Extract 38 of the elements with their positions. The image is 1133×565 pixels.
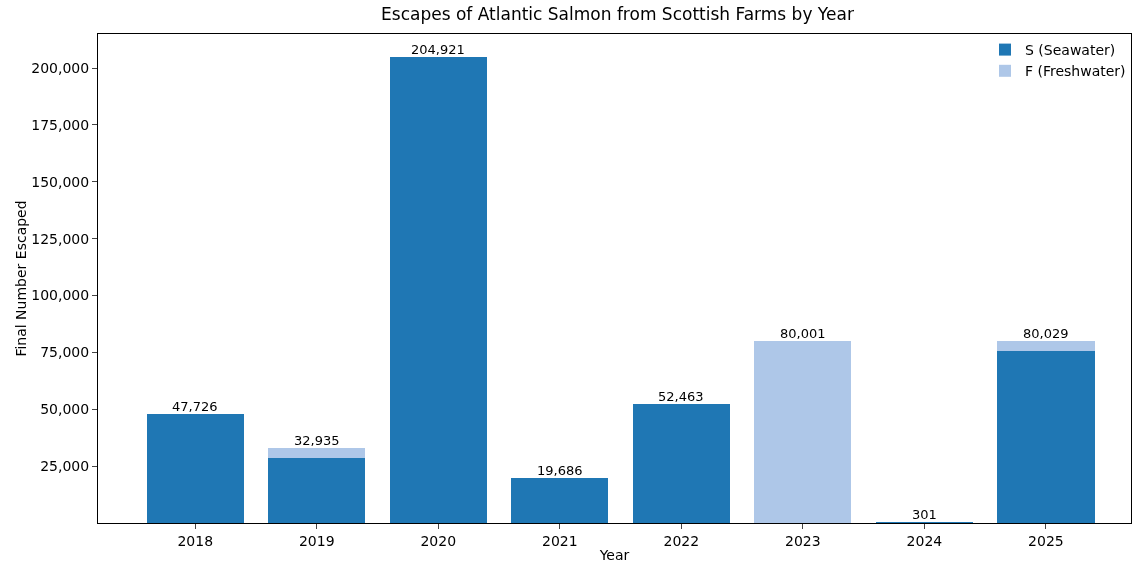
total-label: 80,029 [1023, 326, 1069, 341]
y-tick-label: 50,000 [40, 401, 90, 418]
total-label: 80,001 [780, 326, 826, 341]
x-axis-title: Year [598, 547, 630, 564]
x-tick-label: 2019 [298, 532, 335, 549]
y-tick-label: 175,000 [31, 116, 90, 133]
total-label: 204,921 [411, 42, 465, 57]
y-tick-label: 75,000 [40, 344, 90, 361]
x-tick-label: 2018 [177, 532, 214, 549]
x-tick-label: 2025 [1028, 532, 1064, 549]
y-tick-label: 125,000 [31, 230, 90, 247]
y-tick-label: 25,000 [40, 458, 90, 475]
bar [997, 351, 1095, 523]
total-label: 19,686 [537, 463, 583, 478]
bar [146, 414, 244, 523]
y-tick-label: 150,000 [31, 173, 90, 190]
y-axis-title: Final Number Escaped [13, 200, 30, 357]
x-tick-label: 2021 [541, 532, 578, 549]
bar [389, 56, 487, 523]
legend-label: S (Seawater) [1025, 42, 1116, 59]
total-label: 47,726 [172, 399, 218, 414]
bar [997, 340, 1095, 352]
total-label: 301 [912, 507, 937, 522]
bar [632, 403, 730, 523]
x-tick-label: 2020 [420, 532, 457, 549]
total-label: 32,935 [294, 433, 340, 448]
total-label: 52,463 [658, 389, 704, 404]
bar [268, 458, 366, 523]
bar [268, 448, 366, 459]
bar [754, 341, 852, 523]
bar [511, 478, 609, 523]
chart-title: Escapes of Atlantic Salmon from Scottish Farms by Year [381, 4, 854, 25]
legend-label: F (Freshwater) [1025, 63, 1126, 80]
x-tick-label: 2023 [785, 532, 821, 549]
y-tick-label: 100,000 [31, 287, 90, 304]
x-tick-label: 2024 [906, 532, 943, 549]
y-tick-label: 200,000 [31, 60, 90, 77]
x-tick-label: 2022 [663, 532, 700, 549]
